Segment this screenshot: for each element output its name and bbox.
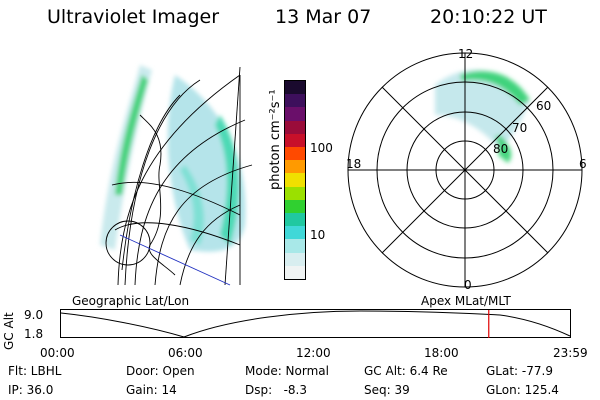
colorbar-segment <box>285 252 305 267</box>
colorbar <box>284 80 306 280</box>
colorbar-segment <box>285 226 305 240</box>
altitude-track <box>60 309 571 338</box>
mlt-label-6: 6 <box>579 157 587 171</box>
filter-info: Flt: LBHL <box>8 364 62 378</box>
mlat-label-60: 60 <box>536 99 552 113</box>
seq-info: Seq: 39 <box>364 383 410 397</box>
mlat-label-70: 70 <box>512 121 528 135</box>
track-xtick-4: 23:59 <box>553 346 588 360</box>
dsp-info: Dsp: -8.3 <box>245 383 308 397</box>
colorbar-segment <box>285 265 305 280</box>
mlt-label-12: 12 <box>458 47 474 61</box>
colorbar-segment <box>285 107 305 122</box>
colorbar-segment <box>285 213 305 227</box>
geographic-image <box>100 65 253 286</box>
track-xtick-1: 06:00 <box>168 346 203 360</box>
gain-info: Gain: 14 <box>126 383 177 397</box>
colorbar-tick-100: 100 <box>310 141 333 155</box>
track-xtick-3: 18:00 <box>424 346 459 360</box>
time-label: 20:10:22 UT <box>430 6 547 28</box>
track-ytick-low: 1.8 <box>24 327 44 341</box>
colorbar-segment <box>285 120 305 135</box>
colorbar-segment <box>285 173 305 188</box>
colorbar-tick-10: 10 <box>310 228 326 242</box>
date-label: 13 Mar 07 <box>275 6 372 28</box>
colorbar-segment <box>285 186 305 201</box>
colorbar-segment <box>285 160 305 174</box>
colorbar-unit-label: photon cm⁻²s⁻¹ <box>268 89 283 190</box>
glon-info: GLon: 125.4 <box>486 383 559 397</box>
ip-info: IP: 36.0 <box>8 383 54 397</box>
colorbar-segment <box>285 147 305 161</box>
colorbar-segment <box>285 94 305 108</box>
track-left-label: Geographic Lat/Lon <box>72 294 190 308</box>
glat-info: GLat: -77.9 <box>486 364 553 378</box>
track-ytick-high: 9.0 <box>24 308 44 322</box>
colorbar-segment <box>285 199 305 214</box>
polar-plot <box>347 52 583 288</box>
mode-info: Mode: Normal <box>245 364 329 378</box>
colorbar-segment <box>285 81 305 95</box>
gc-alt-info: GC Alt: 6.4 Re <box>364 364 448 378</box>
colorbar-segment <box>285 133 305 148</box>
colorbar-segment <box>285 239 305 254</box>
door-info: Door: Open <box>126 364 195 378</box>
mlt-label-0: 0 <box>464 278 472 292</box>
mlt-label-18: 18 <box>346 157 362 171</box>
track-xtick-2: 12:00 <box>296 346 331 360</box>
mlat-label-80: 80 <box>493 142 509 156</box>
instrument-title: Ultraviolet Imager <box>47 6 220 28</box>
track-ylabel: GC Alt <box>2 312 16 350</box>
track-xtick-0: 00:00 <box>40 346 75 360</box>
track-right-label: Apex MLat/MLT <box>421 294 511 308</box>
